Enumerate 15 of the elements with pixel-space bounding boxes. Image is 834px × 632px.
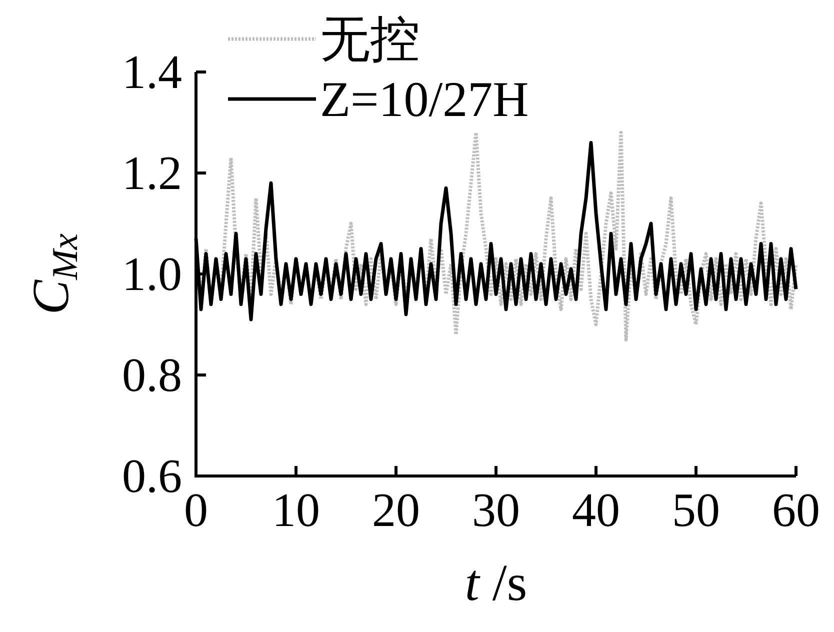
- x-tick-label: 0: [184, 484, 208, 537]
- x-axis-title: t /s: [464, 555, 528, 612]
- x-tick-label: 50: [672, 484, 720, 537]
- y-tick-label: 1.4: [122, 46, 182, 99]
- y-tick-label: 0.6: [122, 450, 182, 503]
- x-tick-label: 30: [472, 484, 520, 537]
- y-tick-label: 1.0: [122, 248, 182, 301]
- legend-label: Z=10/27H: [320, 71, 529, 127]
- legend-label: 无控: [320, 11, 420, 67]
- x-tick-label: 40: [572, 484, 620, 537]
- x-tick-label: 20: [372, 484, 420, 537]
- x-tick-label: 10: [272, 484, 320, 537]
- x-tick-label: 60: [772, 484, 820, 537]
- y-tick-label: 1.2: [122, 147, 182, 200]
- y-tick-label: 0.8: [122, 349, 182, 402]
